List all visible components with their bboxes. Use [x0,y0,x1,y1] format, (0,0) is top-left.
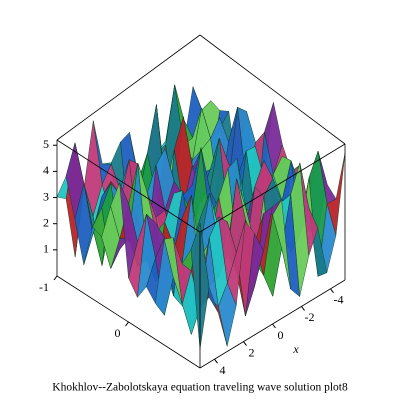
x-tick [243,341,247,346]
chart-title: Khokhlov--Zabolotskaya equation travelin… [52,382,348,394]
y-tick [125,321,129,327]
x-tick-label: 2 [249,345,255,359]
x-tick-label: 0 [278,328,284,342]
x-tick [330,288,334,294]
x-tick-label: -2 [305,310,315,324]
x-axis-label: x [292,342,299,356]
x-tick [301,306,305,311]
z-tick-label: 5 [43,137,49,151]
z-tick-label: 1 [43,242,49,256]
y-tick-label: 0 [115,326,121,340]
z-tick-label: 4 [43,163,49,177]
x-tick [214,358,218,364]
x-tick-label: 4 [220,363,226,377]
x-tick-label: -4 [334,293,344,307]
y-tick [53,275,58,281]
y-tick-label: -1 [39,280,49,294]
surface [56,84,346,350]
z-tick-label: 3 [43,189,49,203]
x-tick [272,323,276,329]
z-tick-label: 2 [43,215,49,229]
